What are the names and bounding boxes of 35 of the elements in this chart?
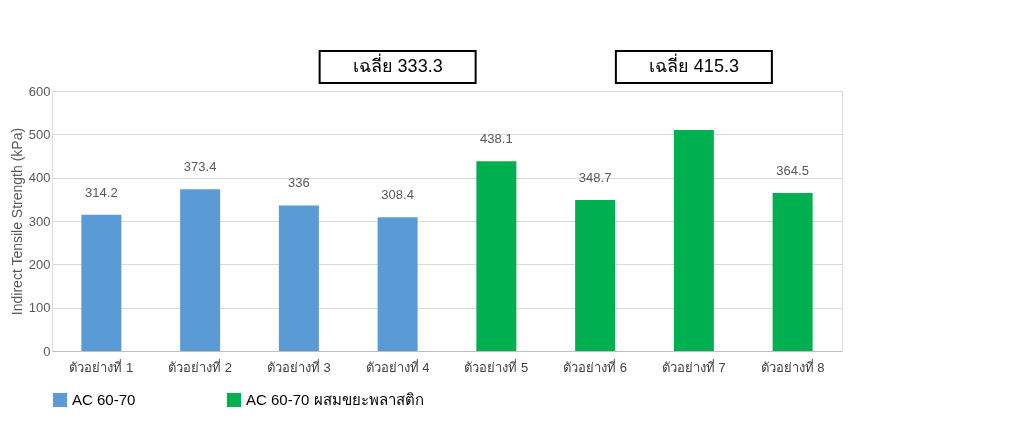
- x-tick-label: ตัวอย่างที่ 8: [760, 358, 825, 375]
- data-label: 373.4: [183, 159, 217, 175]
- bar: [278, 205, 319, 351]
- y-tick-label: 100: [28, 300, 51, 316]
- bar: [772, 193, 813, 351]
- data-label: 438.1: [480, 131, 513, 147]
- bar: [673, 130, 714, 351]
- text: เฉลี่ย 415.3: [648, 53, 739, 76]
- bar: [377, 217, 418, 351]
- data-label: 308.4: [381, 187, 414, 203]
- x-tick-label: ตัวอย่างที่ 6: [563, 358, 628, 375]
- legend-label: AC 60-70 ผสมขยะพลาสติก: [246, 391, 424, 408]
- bar: [81, 214, 122, 351]
- data-label: 336: [288, 175, 310, 191]
- y-tick-label: 200: [28, 256, 51, 272]
- data-label: 314.2: [85, 184, 118, 200]
- bar: [180, 189, 221, 351]
- y-tick-label: 400: [28, 170, 51, 186]
- y-tick-label: 300: [28, 213, 51, 229]
- y-axis-title: Indirect Tensile Strength (kPa): [8, 127, 25, 316]
- data-label: 364.5: [776, 163, 809, 179]
- x-tick-label: ตัวอย่างที่ 1: [69, 358, 134, 375]
- y-tick-label: 500: [28, 126, 51, 142]
- x-tick-label: ตัวอย่างที่ 2: [168, 358, 233, 375]
- data-label: 348.7: [578, 169, 612, 185]
- y-tick-label: 600: [28, 83, 51, 99]
- legend-label: AC 60-70: [72, 391, 136, 408]
- y-tick-label: 0: [43, 343, 51, 359]
- text: เฉลี่ย 333.3: [352, 53, 443, 76]
- x-tick-label: ตัวอย่างที่ 4: [365, 358, 430, 375]
- x-tick-label: ตัวอย่างที่ 5: [464, 358, 529, 375]
- bar: [476, 161, 517, 351]
- x-tick-label: ตัวอย่างที่ 7: [661, 358, 726, 375]
- x-tick-label: ตัวอย่างที่ 3: [266, 358, 331, 375]
- bar: [575, 199, 616, 351]
